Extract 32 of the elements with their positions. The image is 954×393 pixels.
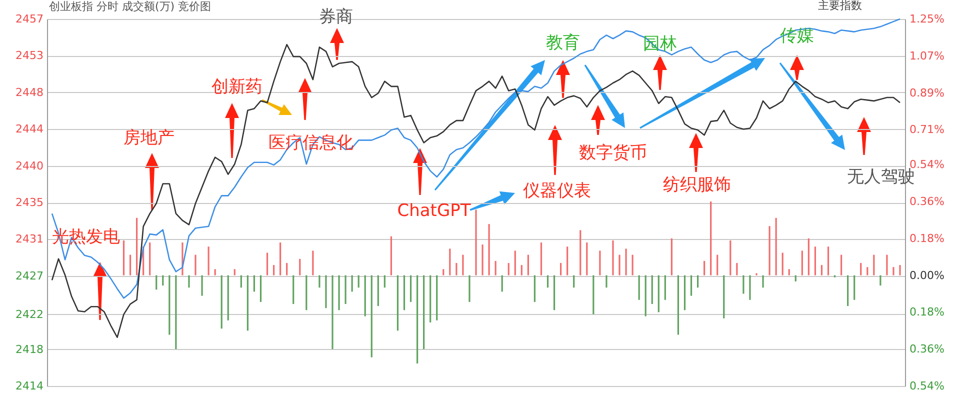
- annotation: 数字货币: [579, 143, 647, 163]
- y2-tick-label: 1.25%: [910, 12, 944, 26]
- y-tick-label: 2427: [16, 269, 44, 282]
- y-tick-label: 2414: [16, 380, 44, 392]
- annotation: 创新药: [212, 77, 262, 97]
- y-tick-label: 2444: [16, 122, 44, 136]
- y2-tick-label: 1.07%: [910, 49, 944, 62]
- annotation: 教育: [546, 33, 580, 53]
- y-tick-label: 2431: [16, 232, 44, 246]
- chart-title: 创业板指 分时 成交额(万) 竞价图: [49, 0, 212, 13]
- y2-tick-label: 0.71%: [910, 123, 944, 136]
- annotation: 仪器仪表: [523, 181, 591, 201]
- y2-tick-label: 0.54%: [910, 158, 944, 172]
- y-tick-label: 2448: [16, 86, 44, 99]
- y2-tick-label: 0.54%: [910, 380, 944, 392]
- annotation: 券商: [319, 7, 353, 27]
- y2-tick-label: 0.18%: [910, 306, 944, 319]
- y-tick-label: 2457: [16, 12, 44, 26]
- y-tick-label: 2440: [16, 159, 44, 172]
- annotation: ChatGPT: [397, 201, 472, 221]
- y2-tick-label: 0.00%: [910, 268, 944, 282]
- y2-tick-label: 0.36%: [910, 342, 944, 356]
- y-tick-label: 2435: [16, 196, 44, 209]
- y2-tick-label: 0.89%: [910, 86, 944, 100]
- text: 主要指数: [818, 0, 862, 12]
- y-tick-label: 2418: [16, 342, 44, 356]
- y2-tick-label: 0.18%: [910, 232, 944, 245]
- annotation: 纺织服饰: [663, 175, 731, 195]
- y-tick-label: 2422: [16, 308, 44, 321]
- annotation: 房地产: [124, 128, 174, 148]
- y-tick-label: 2453: [16, 49, 44, 62]
- y2-tick-label: 0.36%: [910, 194, 944, 208]
